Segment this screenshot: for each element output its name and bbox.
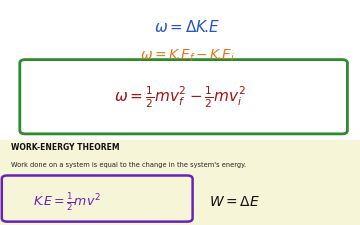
Bar [0,140,360,225]
Text: $\omega = \Delta K\!.\!E$: $\omega = \Delta K\!.\!E$ [154,19,220,35]
Text: Work done on a system is equal to the change in the system's energy.: Work done on a system is equal to the ch… [11,162,246,168]
Text: $\omega = \frac{1}{2}mv_f^{2} - \frac{1}{2}mv_i^{2}$: $\omega = \frac{1}{2}mv_f^{2} - \frac{1}… [114,84,246,110]
Text: $K\!.\!E = \frac{1}{2}mv^{2}$: $K\!.\!E = \frac{1}{2}mv^{2}$ [33,191,100,214]
Bar [0,0,360,140]
Text: $W = \Delta E$: $W = \Delta E$ [209,196,260,209]
Text: WORK-ENERGY THEOREM: WORK-ENERGY THEOREM [11,143,120,152]
Text: $\omega = K\!.\!E_f - K\!.\!E_i$: $\omega = K\!.\!E_f - K\!.\!E_i$ [140,48,235,64]
